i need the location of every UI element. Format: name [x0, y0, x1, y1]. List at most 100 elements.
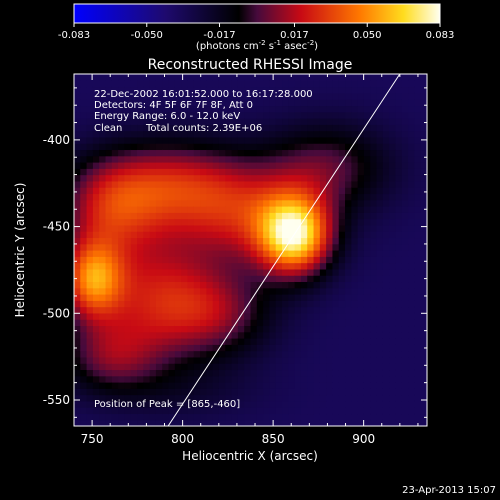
heatmap-cell	[143, 388, 151, 396]
heatmap-cell	[357, 388, 365, 396]
heatmap-cell	[111, 149, 119, 157]
heatmap-cell	[218, 262, 226, 270]
heatmap-cell	[326, 419, 334, 426]
heatmap-cell	[92, 206, 100, 213]
heatmap-cell	[218, 199, 226, 207]
heatmap-cell	[338, 319, 346, 327]
heatmap-cell	[269, 206, 277, 213]
heatmap-cell	[124, 193, 132, 201]
heatmap-cell	[363, 338, 371, 345]
heatmap-cell	[212, 212, 220, 220]
heatmap-cell	[105, 237, 113, 245]
heatmap-cell	[162, 243, 170, 251]
heatmap-cell	[307, 180, 315, 188]
heatmap-cell	[269, 149, 277, 157]
heatmap-cell	[338, 419, 346, 426]
heatmap-cell	[130, 136, 138, 144]
heatmap-cell	[250, 218, 258, 226]
heatmap-cell	[288, 149, 296, 157]
heatmap-cell	[99, 162, 107, 169]
heatmap-cell	[231, 356, 239, 364]
heatmap-cell	[420, 111, 427, 119]
heatmap-cell	[326, 369, 334, 377]
heatmap-cell	[363, 413, 371, 421]
heatmap-cell	[111, 130, 119, 138]
heatmap-cell	[212, 250, 220, 257]
heatmap-cell	[206, 287, 214, 295]
heatmap-cell	[282, 294, 289, 301]
heatmap-cell	[420, 162, 427, 169]
heatmap-cell	[370, 124, 378, 132]
heatmap-cell	[263, 155, 271, 163]
heatmap-cell	[338, 174, 346, 182]
heatmap-cell	[326, 325, 334, 333]
heatmap-cell	[288, 394, 296, 402]
heatmap-cell	[218, 212, 226, 220]
heatmap-cell	[105, 300, 113, 308]
heatmap-cell	[357, 375, 365, 383]
heatmap-cell	[401, 231, 409, 239]
heatmap-cell	[80, 419, 88, 426]
heatmap-cell	[200, 206, 207, 213]
heatmap-cell	[212, 124, 220, 132]
heatmap-cell	[212, 363, 220, 371]
heatmap-cell	[319, 319, 327, 327]
heatmap-cell	[300, 319, 308, 327]
heatmap-cell	[143, 224, 151, 232]
heatmap-cell	[250, 306, 258, 314]
heatmap-cell	[200, 237, 207, 245]
heatmap-cell	[237, 174, 245, 182]
heatmap-cell	[118, 250, 126, 257]
heatmap-cell	[370, 312, 378, 320]
heatmap-cell	[326, 394, 334, 402]
heatmap-cell	[168, 363, 176, 371]
heatmap-cell	[282, 168, 289, 176]
heatmap-cell	[105, 80, 113, 88]
heatmap-cell	[74, 350, 81, 358]
heatmap-cell	[357, 86, 365, 94]
heatmap-cell	[370, 193, 378, 201]
heatmap-cell	[338, 344, 346, 352]
heatmap-cell	[168, 124, 176, 132]
heatmap-cell	[181, 363, 189, 371]
heatmap-cell	[92, 287, 100, 295]
heatmap-cell	[193, 99, 201, 107]
heatmap-cell	[250, 243, 258, 251]
heatmap-cell	[212, 105, 220, 113]
heatmap-cell	[80, 344, 88, 352]
heatmap-cell	[313, 369, 321, 377]
heatmap-cell	[256, 407, 264, 415]
heatmap-cell	[74, 206, 81, 213]
heatmap-cell	[294, 363, 302, 371]
heatmap-cell	[408, 375, 415, 383]
heatmap-cell	[244, 80, 252, 88]
heatmap-cell	[193, 162, 201, 169]
heatmap-cell	[218, 149, 226, 157]
heatmap-cell	[363, 369, 371, 377]
heatmap-cell	[111, 250, 119, 257]
heatmap-cell	[319, 312, 327, 320]
heatmap-cell	[200, 287, 207, 295]
heatmap-cell	[218, 287, 226, 295]
heatmap-cell	[118, 388, 126, 396]
y-tick-label: -450	[43, 220, 70, 234]
heatmap-cell	[282, 124, 289, 132]
heatmap-cell	[370, 375, 378, 383]
heatmap-cell	[395, 199, 403, 207]
heatmap-cell	[414, 168, 422, 176]
heatmap-cell	[193, 224, 201, 232]
heatmap-cell	[174, 111, 182, 119]
heatmap-cell	[231, 407, 239, 415]
heatmap-cell	[338, 275, 346, 283]
heatmap-cell	[212, 312, 220, 320]
heatmap-cell	[313, 243, 321, 251]
heatmap-cell	[218, 407, 226, 415]
heatmap-cell	[244, 287, 252, 295]
heatmap-cell	[155, 413, 163, 421]
heatmap-cell	[86, 124, 94, 132]
heatmap-cell	[168, 325, 176, 333]
heatmap-cell	[275, 237, 283, 245]
heatmap-cell	[363, 193, 371, 201]
heatmap-cell	[401, 268, 409, 276]
heatmap-cell	[80, 375, 88, 383]
